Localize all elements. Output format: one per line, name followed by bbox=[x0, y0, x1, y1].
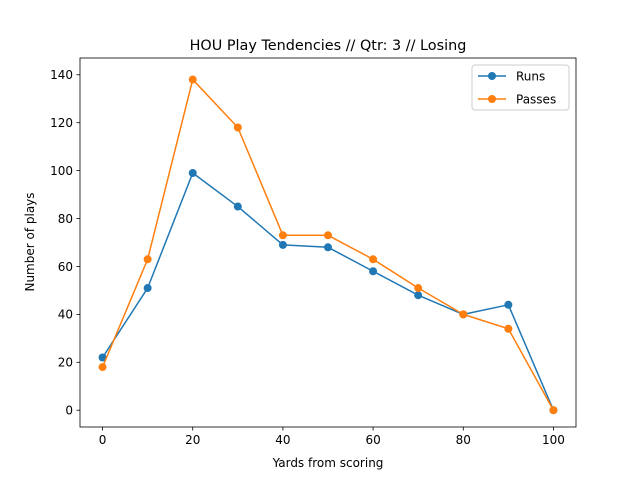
y-axis-label: Number of plays bbox=[23, 192, 37, 291]
x-tick-label-0: 0 bbox=[99, 433, 107, 447]
data-point-1-4 bbox=[278, 231, 287, 240]
data-point-0-0 bbox=[98, 353, 107, 362]
data-point-0-6 bbox=[369, 267, 378, 276]
data-point-0-5 bbox=[324, 243, 332, 252]
data-point-1-6 bbox=[369, 255, 378, 264]
y-tick-label-7: 140 bbox=[50, 68, 73, 82]
x-tick-label-4: 80 bbox=[456, 433, 471, 447]
data-point-1-0 bbox=[98, 363, 107, 372]
y-tick-label-6: 120 bbox=[50, 116, 73, 130]
data-point-1-9 bbox=[504, 324, 513, 333]
data-point-1-1 bbox=[143, 255, 152, 264]
data-point-0-1 bbox=[143, 284, 152, 293]
x-tick-label-3: 60 bbox=[365, 433, 380, 447]
data-point-1-8 bbox=[459, 310, 468, 319]
legend-label-1: Passes bbox=[516, 93, 556, 107]
data-point-1-7 bbox=[414, 284, 423, 293]
x-tick-label-1: 20 bbox=[185, 433, 200, 447]
legend-marker-0 bbox=[488, 72, 496, 80]
data-point-1-5 bbox=[324, 231, 332, 240]
y-tick-label-1: 20 bbox=[58, 356, 73, 370]
legend-label-0: Runs bbox=[516, 70, 545, 84]
data-point-0-3 bbox=[233, 202, 242, 211]
data-point-1-3 bbox=[233, 123, 242, 132]
data-point-0-2 bbox=[188, 169, 197, 178]
y-tick-label-2: 40 bbox=[58, 308, 73, 322]
legend: Runs Passes bbox=[471, 64, 570, 111]
axes-layer: 0 20 40 60 80 100 0 20 40 60 80 100 120 140 bbox=[50, 57, 577, 447]
y-tick-label-3: 60 bbox=[58, 260, 73, 274]
y-tick-label-4: 80 bbox=[58, 212, 73, 226]
chart-title: HOU Play Tendencies // Qtr: 3 // Losing bbox=[190, 38, 467, 54]
x-tick-label-2: 40 bbox=[275, 433, 290, 447]
data-point-1-2 bbox=[188, 75, 197, 84]
x-axis-label: Yards from scoring bbox=[272, 456, 384, 470]
data-point-0-7 bbox=[414, 291, 423, 300]
data-point-0-9 bbox=[504, 300, 513, 309]
plot-frame bbox=[79, 57, 577, 428]
data-point-0-4 bbox=[278, 240, 287, 249]
legend-marker-1 bbox=[488, 95, 496, 103]
x-tick-label-5: 100 bbox=[542, 433, 565, 447]
y-tick-label-0: 0 bbox=[65, 404, 73, 418]
y-tick-label-5: 100 bbox=[50, 164, 73, 178]
data-point-1-10 bbox=[549, 406, 558, 415]
series-layer bbox=[98, 75, 558, 415]
